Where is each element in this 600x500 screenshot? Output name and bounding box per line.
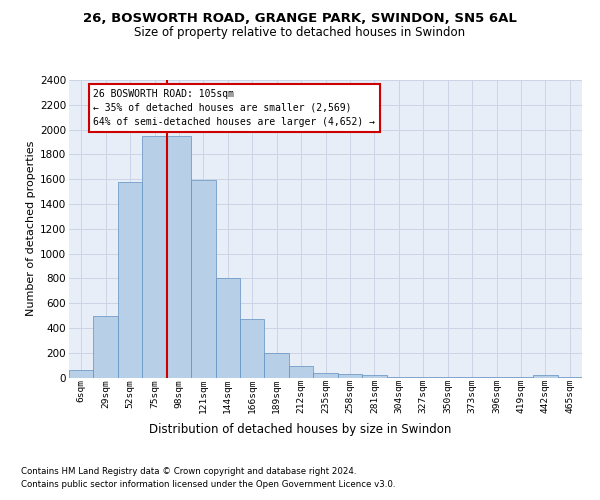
Bar — [215, 278, 240, 378]
Bar — [509, 377, 533, 378]
Y-axis label: Number of detached properties: Number of detached properties — [26, 141, 36, 316]
Text: Size of property relative to detached houses in Swindon: Size of property relative to detached ho… — [134, 26, 466, 39]
Text: 26 BOSWORTH ROAD: 105sqm
← 35% of detached houses are smaller (2,569)
64% of sem: 26 BOSWORTH ROAD: 105sqm ← 35% of detach… — [94, 88, 376, 126]
Bar — [362, 375, 386, 378]
Bar — [557, 377, 582, 378]
Bar — [94, 316, 118, 378]
Bar — [265, 354, 289, 378]
Bar — [533, 375, 557, 378]
Bar — [386, 376, 411, 378]
Bar — [484, 377, 509, 378]
Bar — [240, 318, 265, 378]
Bar — [142, 136, 167, 378]
Bar — [191, 180, 215, 378]
Bar — [167, 136, 191, 378]
Bar — [289, 366, 313, 378]
Text: Contains HM Land Registry data © Crown copyright and database right 2024.: Contains HM Land Registry data © Crown c… — [21, 467, 356, 476]
Bar — [69, 370, 94, 378]
Text: 26, BOSWORTH ROAD, GRANGE PARK, SWINDON, SN5 6AL: 26, BOSWORTH ROAD, GRANGE PARK, SWINDON,… — [83, 12, 517, 26]
Bar — [118, 182, 142, 378]
Bar — [338, 374, 362, 378]
Text: Contains public sector information licensed under the Open Government Licence v3: Contains public sector information licen… — [21, 480, 395, 489]
Text: Distribution of detached houses by size in Swindon: Distribution of detached houses by size … — [149, 422, 451, 436]
Bar — [411, 377, 436, 378]
Bar — [313, 373, 338, 378]
Bar — [436, 377, 460, 378]
Bar — [460, 377, 484, 378]
